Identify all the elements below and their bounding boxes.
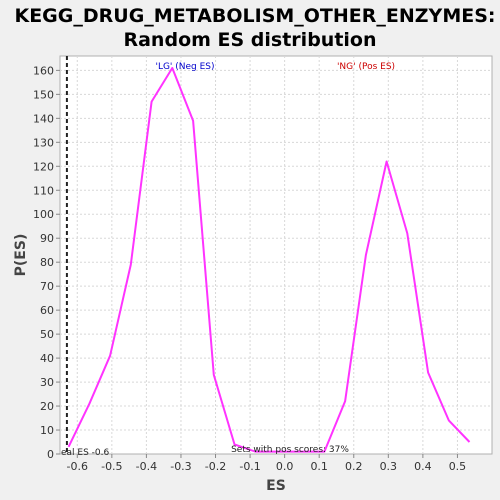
series-layer <box>67 67 471 453</box>
y-tick-label: 50 <box>40 328 54 341</box>
y-tick-label: 20 <box>40 400 54 413</box>
plot-area <box>59 55 493 455</box>
grid-lines <box>60 56 492 454</box>
x-axis-label: ES <box>266 478 286 494</box>
y-tick-label: 140 <box>33 112 54 125</box>
y-tick-label: 60 <box>40 304 54 317</box>
y-tick-label: 80 <box>40 256 54 269</box>
y-tick-label: 100 <box>33 208 54 221</box>
y-axis-ticks: 0 10 20 30 40 50 60 70 80 90 100 110 120 130 140 150 160 <box>33 64 60 461</box>
annotation-neg-es: 'LG' (Neg ES) <box>155 62 214 72</box>
y-tick-label: 30 <box>40 376 54 389</box>
x-tick-label: 0.0 <box>276 460 294 473</box>
y-tick-label: 40 <box>40 352 54 365</box>
y-tick-label: 90 <box>40 232 54 245</box>
y-tick-label: 120 <box>33 160 54 173</box>
x-tick-label: -0.2 <box>205 460 226 473</box>
real-es-label: eal ES -0.6 <box>61 448 110 458</box>
y-tick-label: 10 <box>40 424 54 437</box>
x-tick-label: 0.3 <box>380 460 398 473</box>
x-tick-label: 0.5 <box>449 460 467 473</box>
x-tick-label: -0.5 <box>101 460 122 473</box>
y-axis-label: P(ES) <box>13 234 29 277</box>
y-tick-label: 70 <box>40 280 54 293</box>
y-tick-label: 130 <box>33 136 54 149</box>
y-tick-label: 110 <box>33 184 54 197</box>
x-tick-label: 0.4 <box>414 460 432 473</box>
annotation-pos-scores: Sets with pos scores: 37% <box>231 445 349 455</box>
x-tick-label: -0.6 <box>67 460 88 473</box>
x-tick-label: 0.2 <box>345 460 363 473</box>
chart-title-line-1: KEGG_DRUG_METABOLISM_OTHER_ENZYMES: <box>14 5 495 27</box>
y-tick-label: 160 <box>33 64 54 77</box>
x-tick-label: -0.1 <box>239 460 260 473</box>
y-tick-label: 0 <box>47 448 54 461</box>
x-tick-label: -0.3 <box>170 460 191 473</box>
series-line <box>67 67 471 453</box>
annotation-pos-es: 'NG' (Pos ES) <box>337 62 395 72</box>
x-axis-ticks: -0.6 -0.5 -0.4 -0.3 -0.2 -0.1 0.0 0.1 0.2 0.3 0.4 0… <box>67 454 467 473</box>
x-tick-label: -0.4 <box>136 460 157 473</box>
chart-title-line-2: Random ES distribution <box>123 29 376 51</box>
x-tick-label: 0.1 <box>310 460 328 473</box>
y-tick-label: 150 <box>33 88 54 101</box>
